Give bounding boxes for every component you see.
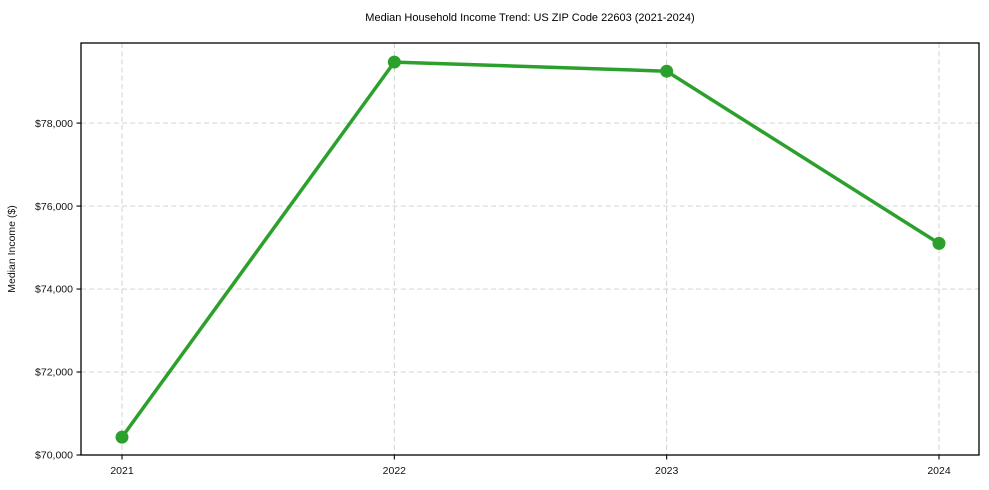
- y-axis-title: Median Income ($): [6, 205, 18, 293]
- x-tick-label: 2024: [927, 465, 951, 477]
- data-point: [660, 64, 674, 78]
- x-tick-label: 2022: [383, 465, 407, 477]
- y-tick-label: $76,000: [35, 201, 73, 213]
- plot-border: [80, 42, 980, 456]
- y-tick-label: $70,000: [35, 450, 73, 462]
- y-tick-label: $78,000: [35, 118, 73, 130]
- data-point: [932, 236, 946, 250]
- y-tick-label: $72,000: [35, 367, 73, 379]
- x-tick-label: 2023: [655, 465, 679, 477]
- trend-line: [120, 60, 941, 439]
- y-tick-label: $74,000: [35, 284, 73, 296]
- chart-title: Median Household Income Trend: US ZIP Co…: [365, 12, 694, 24]
- data-point: [387, 55, 401, 69]
- x-tick-label: 2021: [110, 465, 134, 477]
- plot-area: $70,000 $72,000 $74,000 $76,000 $78,000 2021 2…: [35, 42, 980, 477]
- data-point: [115, 430, 129, 444]
